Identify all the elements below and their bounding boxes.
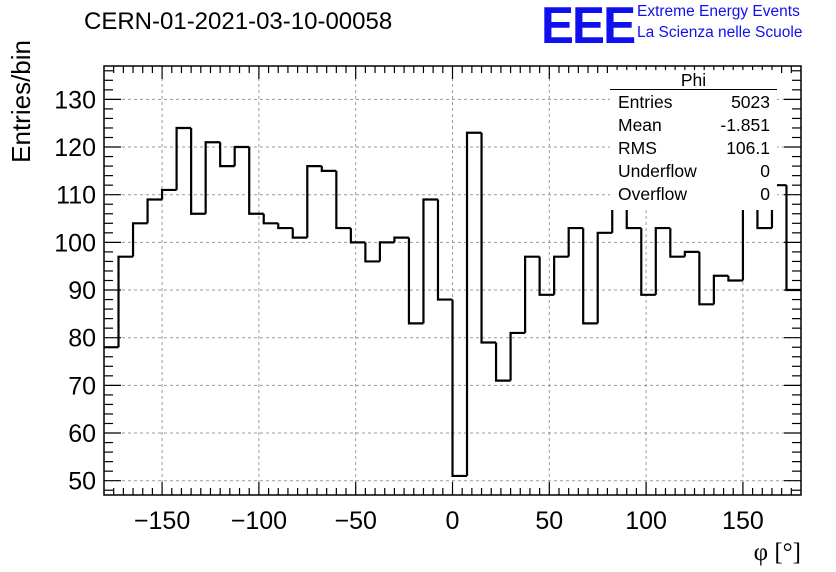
histogram-bin xyxy=(349,228,366,244)
stats-value: -1.851 xyxy=(720,115,770,135)
histogram-bin xyxy=(306,165,322,238)
histogram-bin xyxy=(582,228,598,325)
histogram-bin xyxy=(727,275,743,282)
x-tick-label: −100 xyxy=(231,507,287,535)
y-tick-labels: 50 60 70 80 90 100 110 120 130 xyxy=(54,86,96,495)
y-tick-label: 130 xyxy=(54,86,96,114)
histogram-bin xyxy=(204,141,221,214)
stats-value: 106.1 xyxy=(726,138,770,158)
histogram-bin xyxy=(596,231,613,324)
histogram-bin xyxy=(422,198,438,324)
y-tick-label: 60 xyxy=(68,420,96,448)
histogram-bin xyxy=(524,255,540,333)
histogram-bin xyxy=(436,199,453,301)
histogram-bin xyxy=(785,185,801,292)
y-tick-label: 50 xyxy=(68,468,96,496)
histogram-bin xyxy=(683,250,700,257)
histogram-bin xyxy=(160,188,177,200)
stats-value: 5023 xyxy=(731,92,770,112)
y-axis-label: Entries/bin xyxy=(6,40,36,163)
x-tick-label: 150 xyxy=(722,507,764,535)
histogram-bin xyxy=(262,213,279,225)
histogram-bin xyxy=(291,228,308,239)
stats-divider xyxy=(610,89,777,90)
stats-row-rms: RMS 106.1 xyxy=(618,138,770,160)
histogram-bin xyxy=(335,170,351,230)
histogram-bin xyxy=(364,242,380,263)
stats-value: 0 xyxy=(760,184,770,204)
histogram-bin xyxy=(117,255,134,348)
histogram-bin xyxy=(654,226,671,295)
stats-box: Phi Entries 5023 Mean -1.851 RMS 106.1 U… xyxy=(610,70,777,210)
histogram-bin xyxy=(625,204,642,230)
y-tick-label: 90 xyxy=(68,277,96,305)
run-title: CERN-01-2021-03-10-00058 xyxy=(84,8,393,35)
histogram-bin xyxy=(451,299,468,478)
y-tick-label: 110 xyxy=(56,182,96,210)
histogram-bin xyxy=(277,223,293,230)
histogram-bin xyxy=(407,237,424,325)
stats-value: 0 xyxy=(760,161,770,181)
histogram-bin xyxy=(494,342,511,382)
histogram-bin xyxy=(640,228,656,296)
y-tick-label: 80 xyxy=(68,325,96,353)
histogram-bin xyxy=(233,145,250,167)
axis-ticks xyxy=(104,66,801,495)
histogram-bin xyxy=(378,241,395,262)
histogram-bin xyxy=(465,131,482,476)
x-tick-label: −50 xyxy=(334,507,376,535)
stats-key: RMS xyxy=(618,138,657,158)
histogram-bin xyxy=(320,166,337,172)
x-tick-label: 0 xyxy=(446,507,460,535)
histogram-bin xyxy=(190,127,206,215)
histogram-bin xyxy=(219,142,235,168)
y-tick-label: 100 xyxy=(54,229,96,257)
histogram-bin xyxy=(480,132,497,344)
histogram-bin xyxy=(175,126,192,190)
x-tick-label: −150 xyxy=(134,507,190,535)
y-tick-label: 70 xyxy=(68,372,96,400)
logo-tagline-1: Extreme Energy Events xyxy=(637,3,800,20)
stats-key: Underflow xyxy=(618,161,697,181)
histogram-bin xyxy=(146,198,163,224)
stats-row-underflow: Underflow 0 xyxy=(618,161,770,183)
histogram-bin xyxy=(509,331,526,381)
histogram-bin xyxy=(131,222,148,257)
y-tick-label: 120 xyxy=(54,134,96,162)
histogram-bin xyxy=(393,236,409,243)
stats-key: Mean xyxy=(618,115,662,135)
x-tick-label: 50 xyxy=(535,507,563,535)
stats-row-mean: Mean -1.851 xyxy=(618,115,770,137)
x-axis-label: φ [°] xyxy=(754,539,801,566)
stats-row-entries: Entries 5023 xyxy=(618,92,770,114)
histogram-bin xyxy=(248,147,264,215)
logo-tagline-2: La Scienza nelle Scuole xyxy=(637,24,803,41)
histogram-bin xyxy=(538,256,555,296)
x-tick-labels: −150 −100 −50 0 50 100 150 xyxy=(134,507,764,535)
x-tick-label: 100 xyxy=(625,507,667,535)
stats-title: Phi xyxy=(680,70,707,90)
histogram-bin xyxy=(712,274,729,305)
stats-row-overflow: Overflow 0 xyxy=(618,184,770,206)
stats-key: Entries xyxy=(618,92,673,112)
histogram-bin xyxy=(669,228,685,258)
stats-key: Overflow xyxy=(618,184,688,204)
histogram-bin xyxy=(567,226,584,257)
histogram-bin xyxy=(553,255,569,295)
eee-logo: EEE xyxy=(541,0,636,55)
histogram-bin xyxy=(698,251,714,306)
